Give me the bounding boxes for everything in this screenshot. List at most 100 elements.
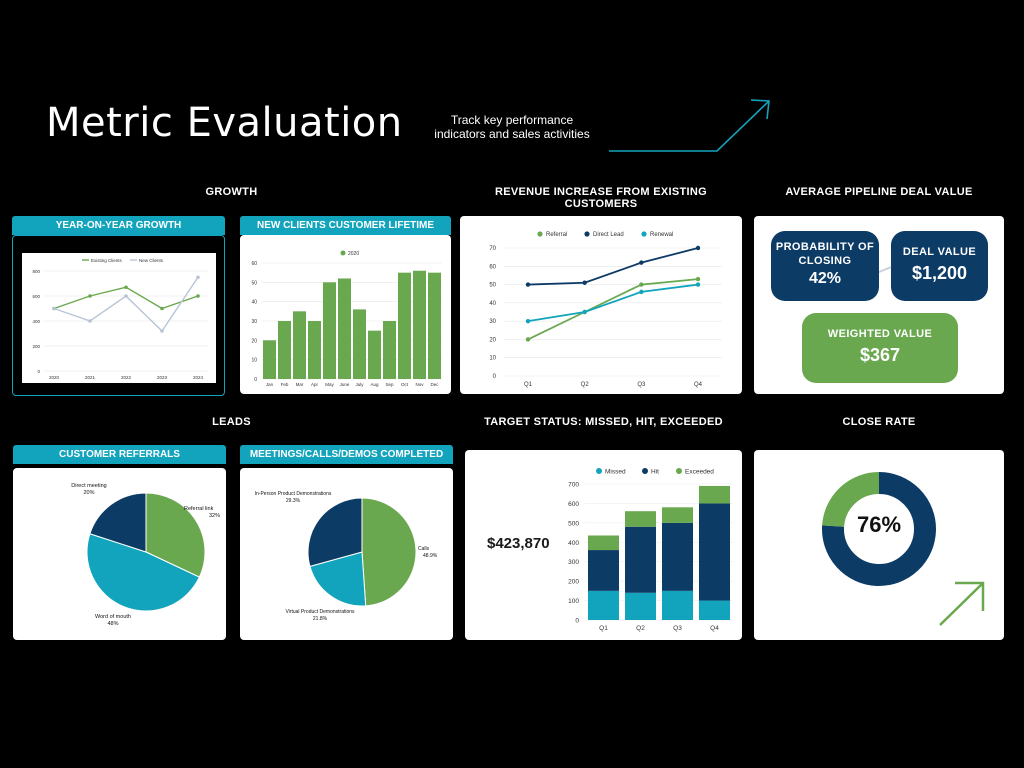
probability-label-1: PROBABILITY OF <box>775 241 875 253</box>
meetings-slice <box>361 497 417 607</box>
referrals-slice-pct: 32% <box>209 513 220 519</box>
probability-card: PROBABILITY OF CLOSING 42% <box>771 231 879 301</box>
probability-label-2: CLOSING <box>798 255 852 267</box>
clv-bar <box>353 309 366 379</box>
section-leads: LEADS <box>212 416 251 428</box>
clv-bar <box>383 321 396 379</box>
clv-x-tick: Jan <box>266 382 274 387</box>
deal-value-card: DEAL VALUE $1,200 <box>891 231 988 301</box>
target-y-tick: 500 <box>568 520 579 527</box>
target-legend-swatch <box>596 468 602 474</box>
revenue-point <box>639 260 644 265</box>
clv-x-tick: Feb <box>281 382 289 387</box>
target-legend-label: Exceeded <box>685 469 714 476</box>
yoy-point <box>196 294 200 298</box>
clv-y-tick: 0 <box>254 377 257 383</box>
target-bar-segment <box>699 503 730 601</box>
revenue-series-line <box>527 278 699 341</box>
target-bar-segment <box>699 485 730 504</box>
clv-y-tick: 20 <box>251 338 257 344</box>
yoy-point <box>160 329 164 333</box>
weighted-value: $367 <box>859 345 901 365</box>
yoy-y-tick: 400 <box>32 319 40 324</box>
clv-bar <box>368 330 381 379</box>
yoy-point <box>160 306 164 311</box>
clv-bar <box>308 321 321 379</box>
referrals-slice <box>145 492 206 578</box>
clv-legend-label: 2020 <box>348 251 359 257</box>
revenue-point <box>695 282 701 287</box>
clv-y-tick: 10 <box>251 358 257 364</box>
section-target: TARGET STATUS: MISSED, HIT, EXCEEDED <box>484 416 723 428</box>
target-y-tick: 100 <box>568 598 579 605</box>
revenue-y-tick: 20 <box>489 337 496 343</box>
target-bar-segment <box>662 507 693 523</box>
clv-x-tick: Aug <box>370 382 379 387</box>
page-title: Metric Evaluation <box>46 100 403 146</box>
yoy-y-tick: 800 <box>32 269 40 274</box>
target-bar-segment <box>625 526 656 593</box>
clv-legend-swatch <box>340 250 346 256</box>
clv-x-tick: Sep <box>385 382 394 387</box>
revenue-point <box>639 289 644 295</box>
meetings-slice-pct: 29.3% <box>286 498 301 504</box>
meetings-slice-pct: 48.9% <box>423 553 438 559</box>
revenue-x-tick: Q1 <box>524 382 533 388</box>
revenue-point <box>695 245 701 251</box>
revenue-point <box>582 280 587 285</box>
target-bar-segment <box>662 522 693 591</box>
meetings-slice-label: In-Person Product Demonstrations <box>255 491 332 497</box>
revenue-point <box>639 282 644 287</box>
meetings-slice-label: Virtual Product Demonstrations <box>285 609 355 615</box>
yoy-legend-label: Existing Clients <box>91 258 123 263</box>
meetings-slice-label: Calls <box>418 546 430 552</box>
clv-y-tick: 40 <box>251 300 257 306</box>
clv-bar <box>338 278 351 379</box>
clv-x-tick: Apr <box>311 382 319 387</box>
target-bar-segment <box>588 590 619 620</box>
referrals-slice-label: Direct meeting <box>71 483 106 489</box>
trend-arrow-icon <box>609 99 770 152</box>
revenue-x-tick: Q4 <box>694 382 703 388</box>
revenue-x-tick: Q2 <box>581 382 590 388</box>
clv-x-tick: Dec <box>430 382 439 387</box>
revenue-y-tick: 50 <box>489 283 496 289</box>
clv-y-tick: 60 <box>251 261 257 267</box>
target-legend-label: Missed <box>605 469 626 476</box>
revenue-series-line <box>527 247 699 286</box>
target-legend-swatch <box>676 468 682 474</box>
meetings-slice <box>309 551 367 607</box>
yoy-point <box>196 275 200 280</box>
clv-bar <box>413 270 426 379</box>
yoy-y-tick: 600 <box>32 294 40 299</box>
target-legend-swatch <box>642 468 648 474</box>
clv-bar <box>428 272 441 379</box>
arrow-up-right-icon <box>939 581 985 626</box>
weighted-value-card: WEIGHTED VALUE $367 <box>802 313 958 383</box>
revenue-legend-label: Direct Lead <box>593 232 624 238</box>
revenue-point <box>582 309 587 315</box>
referrals-slice-pct: 20% <box>83 490 94 496</box>
yoy-point <box>124 294 128 298</box>
target-y-tick: 700 <box>568 482 579 489</box>
close-rate-value: 76% <box>856 512 902 537</box>
revenue-y-tick: 0 <box>493 374 497 380</box>
target-bar-segment <box>625 511 656 527</box>
section-revenue: REVENUE INCREASE FROM EXISTING CUSTOMERS <box>495 186 707 210</box>
clv-bar <box>323 282 336 379</box>
referrals-slice <box>89 492 147 553</box>
target-stacked-chart: 0 100 200 300 400 500 600 700 Q1 Q2 Q3 Q4 Missed Hit E… <box>568 468 733 632</box>
yoy-x-tick: 2020 <box>49 375 60 380</box>
target-y-tick: 300 <box>568 559 579 566</box>
target-legend-label: Hit <box>651 469 659 476</box>
referrals-slice-label: Word of mouth <box>95 614 131 620</box>
target-y-tick: 600 <box>568 501 579 508</box>
yoy-x-tick: 2023 <box>157 375 168 380</box>
deal-value-label: DEAL VALUE <box>902 246 977 258</box>
yoy-point <box>88 294 92 298</box>
yoy-y-tick: 200 <box>32 344 40 349</box>
tab-referrals: CUSTOMER REFERRALS <box>13 445 226 464</box>
yoy-point <box>52 306 56 311</box>
revenue-legend-swatch <box>584 231 590 237</box>
